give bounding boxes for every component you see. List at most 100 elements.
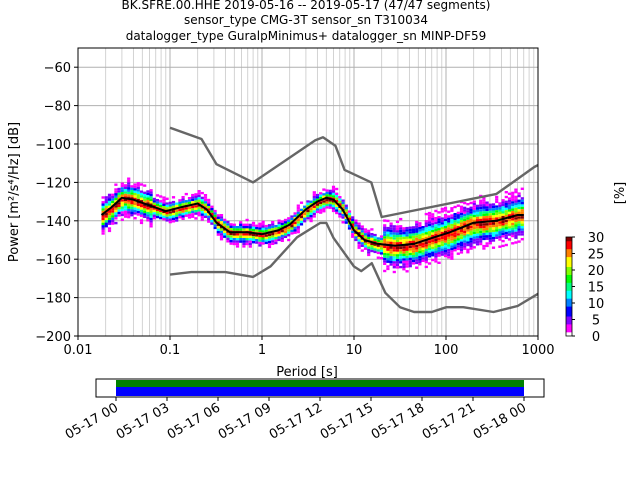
density-cell [207,218,211,221]
density-cell [434,241,438,244]
density-cell [197,209,201,212]
density-cell [504,219,508,223]
density-cell [107,200,112,204]
density-cell [437,220,441,224]
density-cell [463,201,467,205]
density-cell [447,224,451,228]
density-cell [255,236,259,239]
colorbar-segment [566,276,572,279]
density-cell [463,206,467,210]
density-cell [491,222,496,225]
density-cell [507,219,512,222]
density-cell [107,212,112,216]
density-cell [463,216,467,219]
density-cell [159,214,163,217]
density-cell [293,221,297,225]
density-cell [504,224,508,227]
density-cell [194,217,198,220]
density-cell [408,245,412,249]
density-cell [411,259,416,263]
coverage-data-band [116,387,524,396]
density-cell [479,223,483,226]
density-cell [511,225,515,228]
density-cell [111,222,115,225]
density-cell [447,248,451,252]
density-cell [498,233,502,236]
density-cell [261,220,265,224]
density-cell [194,193,198,196]
density-cell [472,234,476,237]
density-cell [296,209,300,212]
density-cell [248,245,252,248]
density-cell [245,226,249,229]
density-cell [453,227,457,230]
density-cell [424,241,428,245]
density-cell [335,192,339,195]
density-cell [415,235,419,238]
density-cell [475,231,480,234]
density-cell [495,227,499,230]
density-cell [440,248,444,251]
density-cell [453,246,457,249]
density-cell [507,204,512,207]
density-cell [264,227,268,230]
density-cell [447,246,451,249]
density-cell [171,203,176,206]
density-cell [194,207,198,210]
density-cell [453,213,457,216]
density-cell [104,208,108,211]
density-cell [101,227,105,230]
density-cell [133,195,137,198]
density-cell [418,224,422,227]
density-cell [418,243,422,247]
density-cell [511,194,515,197]
density-cell [370,235,374,238]
density-cell [283,228,288,231]
density-cell [239,233,243,236]
density-cell [469,240,473,243]
density-cell [395,251,400,255]
density-cell [488,234,492,238]
density-cell [213,224,217,227]
density-cell [459,222,464,225]
density-cell [507,238,512,241]
density-cell [431,218,435,221]
density-cell [114,205,118,208]
density-cell [107,220,112,223]
density-cell [495,215,499,218]
density-cell [469,216,473,219]
density-cell [386,260,390,263]
density-cell [354,226,358,230]
density-cell [463,218,467,222]
density-cell [437,218,441,221]
density-cell [411,240,416,243]
density-cell [431,222,435,226]
density-cell [168,201,172,205]
density-cell [379,252,384,255]
density-cell [501,230,505,233]
density-cell [203,196,208,199]
density-cell [373,250,377,254]
density-cell [485,213,489,216]
density-cell [399,265,403,269]
density-cell [418,231,422,235]
density-cell [114,190,118,194]
density-cell [136,198,140,202]
density-cell [248,238,252,241]
density-cell [495,229,499,232]
density-cell [107,227,112,230]
density-cell [216,219,220,222]
density-cell [463,233,467,236]
density-cell [389,222,393,225]
density-cell [287,229,291,232]
density-cell [111,196,115,199]
density-cell [370,247,374,250]
density-cell [379,257,384,260]
density-cell [178,199,182,202]
density-cell [312,215,316,218]
density-cell [139,192,144,196]
density-cell [226,220,230,224]
density-cell [187,209,192,212]
density-cell [408,252,412,256]
density-cell [475,238,480,241]
